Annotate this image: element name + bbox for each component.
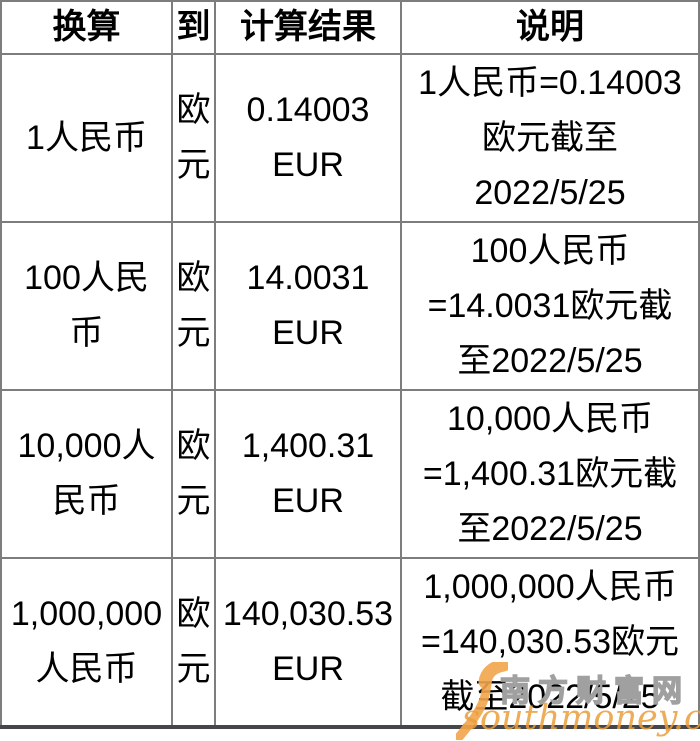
cell-amount: 100人民 币 (0, 221, 173, 391)
header-cell-to: 到 (171, 0, 216, 55)
cell-description: 1人民币=0.14003 欧元截至 2022/5/25 (400, 53, 700, 223)
header-cell-conversion: 换算 (0, 0, 173, 55)
cell-amount: 1人民币 (0, 53, 173, 223)
cell-description: 10,000人民币 =1,400.31欧元截 至2022/5/25 (400, 389, 700, 559)
cell-description: 1,000,000人民币 =140,030.53欧元 截至2022/5/25 (400, 557, 700, 729)
cell-result: 1,400.31 EUR (214, 389, 402, 559)
table-header-row: 换算 到 计算结果 说明 (0, 0, 700, 55)
cell-target-currency: 欧 元 (171, 221, 216, 391)
header-cell-description: 说明 (400, 0, 700, 55)
cell-target-currency: 欧 元 (171, 557, 216, 729)
cell-target-currency: 欧 元 (171, 53, 216, 223)
cell-result: 14.0031 EUR (214, 221, 402, 391)
cell-amount: 1,000,000 人民币 (0, 557, 173, 729)
cell-description: 100人民币 =14.0031欧元截 至2022/5/25 (400, 221, 700, 391)
cell-target-currency: 欧 元 (171, 389, 216, 559)
table-row: 1人民币 欧 元 0.14003 EUR 1人民币=0.14003 欧元截至 2… (0, 53, 700, 223)
table-row: 1,000,000 人民币 欧 元 140,030.53 EUR 1,000,0… (0, 557, 700, 729)
table-row: 10,000人 民币 欧 元 1,400.31 EUR 10,000人民币 =1… (0, 389, 700, 559)
table-row: 100人民 币 欧 元 14.0031 EUR 100人民币 =14.0031欧… (0, 221, 700, 391)
cell-amount: 10,000人 民币 (0, 389, 173, 559)
header-cell-result: 计算结果 (214, 0, 402, 55)
cell-result: 140,030.53 EUR (214, 557, 402, 729)
cell-result: 0.14003 EUR (214, 53, 402, 223)
